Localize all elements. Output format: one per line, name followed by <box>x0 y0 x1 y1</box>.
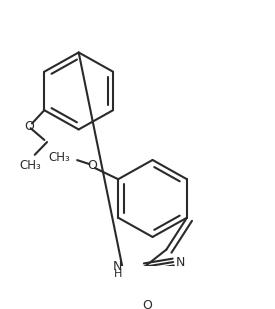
Text: N: N <box>112 260 122 273</box>
Text: CH₃: CH₃ <box>49 151 70 164</box>
Text: H: H <box>113 269 122 279</box>
Text: O: O <box>142 299 152 309</box>
Text: CH₃: CH₃ <box>20 159 42 172</box>
Text: O: O <box>87 159 97 172</box>
Text: O: O <box>24 120 34 133</box>
Text: N: N <box>175 256 185 269</box>
